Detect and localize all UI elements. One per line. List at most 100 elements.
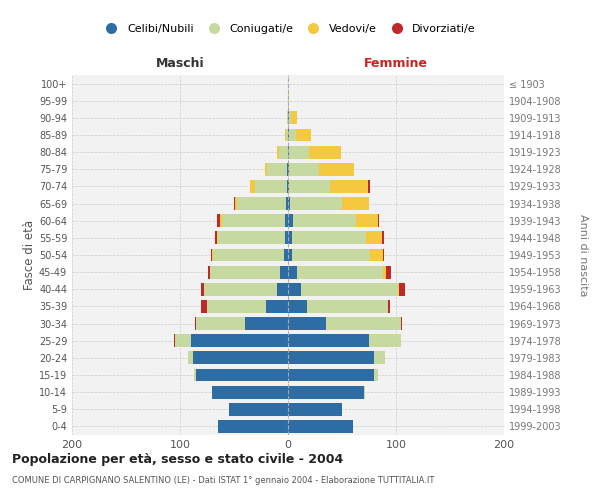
Bar (308, 146, 341, 158)
Bar (289, 146, 308, 158)
Bar (401, 317, 403, 330)
Bar (388, 300, 389, 313)
Bar (288, 248, 292, 262)
Bar (330, 180, 368, 193)
Bar (356, 214, 377, 227)
Bar (374, 368, 377, 382)
Bar (266, 300, 288, 313)
Bar (292, 248, 370, 262)
Bar (288, 386, 364, 398)
Bar (235, 197, 237, 210)
Bar (288, 180, 289, 193)
Bar (288, 266, 296, 278)
Bar (382, 232, 384, 244)
Bar (364, 386, 365, 398)
Bar (398, 283, 399, 296)
Text: Popolazione per età, sesso e stato civile - 2004: Popolazione per età, sesso e stato civil… (12, 452, 343, 466)
Bar (366, 232, 382, 244)
Bar (214, 248, 284, 262)
Bar (193, 352, 288, 364)
Bar (280, 146, 288, 158)
Bar (254, 180, 287, 193)
Bar (250, 180, 254, 193)
Bar (237, 197, 286, 210)
Y-axis label: Anni di nascita: Anni di nascita (578, 214, 588, 296)
Bar (319, 163, 354, 175)
Bar (188, 352, 193, 364)
Bar (307, 300, 388, 313)
Bar (374, 352, 385, 364)
Bar (288, 368, 374, 382)
Bar (292, 232, 366, 244)
Y-axis label: Fasce di età: Fasce di età (23, 220, 36, 290)
Bar (218, 420, 288, 433)
Bar (196, 317, 245, 330)
Bar (288, 420, 353, 433)
Bar (286, 197, 288, 210)
Bar (286, 128, 288, 141)
Bar (194, 368, 196, 382)
Bar (285, 128, 286, 141)
Bar (290, 197, 342, 210)
Bar (277, 146, 280, 158)
Bar (265, 163, 268, 175)
Bar (204, 283, 277, 296)
Bar (287, 180, 288, 193)
Bar (288, 197, 290, 210)
Bar (222, 214, 285, 227)
Legend: Celibi/Nubili, Coniugati/e, Vedovi/e, Divorziati/e: Celibi/Nubili, Coniugati/e, Vedovi/e, Di… (96, 20, 480, 38)
Bar (268, 163, 287, 175)
Bar (175, 334, 191, 347)
Bar (288, 112, 289, 124)
Bar (220, 214, 222, 227)
Bar (212, 386, 288, 398)
Bar (293, 214, 356, 227)
Bar (218, 232, 285, 244)
Bar (211, 248, 212, 262)
Text: Maschi: Maschi (155, 57, 205, 70)
Bar (217, 214, 220, 227)
Bar (296, 128, 311, 141)
Bar (200, 300, 207, 313)
Bar (229, 403, 288, 415)
Bar (207, 300, 266, 313)
Bar (234, 197, 235, 210)
Bar (288, 94, 289, 107)
Bar (215, 232, 217, 244)
Bar (285, 214, 288, 227)
Bar (287, 112, 288, 124)
Bar (195, 317, 196, 330)
Bar (326, 317, 401, 330)
Bar (288, 232, 292, 244)
Bar (285, 232, 288, 244)
Bar (280, 266, 288, 278)
Bar (383, 248, 384, 262)
Bar (173, 334, 175, 347)
Bar (196, 368, 288, 382)
Bar (245, 317, 288, 330)
Bar (289, 112, 291, 124)
Bar (369, 334, 401, 347)
Bar (289, 180, 330, 193)
Bar (342, 197, 369, 210)
Bar (288, 334, 369, 347)
Bar (301, 283, 398, 296)
Bar (284, 248, 288, 262)
Bar (291, 112, 296, 124)
Bar (191, 334, 288, 347)
Text: Femmine: Femmine (364, 57, 428, 70)
Bar (288, 283, 301, 296)
Bar (288, 300, 307, 313)
Bar (277, 283, 288, 296)
Bar (368, 180, 370, 193)
Bar (399, 283, 404, 296)
Bar (287, 163, 288, 175)
Bar (288, 214, 293, 227)
Text: COMUNE DI CARPIGNANO SALENTINO (LE) - Dati ISTAT 1° gennaio 2004 - Elaborazione : COMUNE DI CARPIGNANO SALENTINO (LE) - Da… (12, 476, 434, 485)
Bar (386, 266, 391, 278)
Bar (210, 266, 280, 278)
Bar (288, 163, 289, 175)
Bar (288, 352, 374, 364)
Bar (208, 266, 210, 278)
Bar (288, 403, 342, 415)
